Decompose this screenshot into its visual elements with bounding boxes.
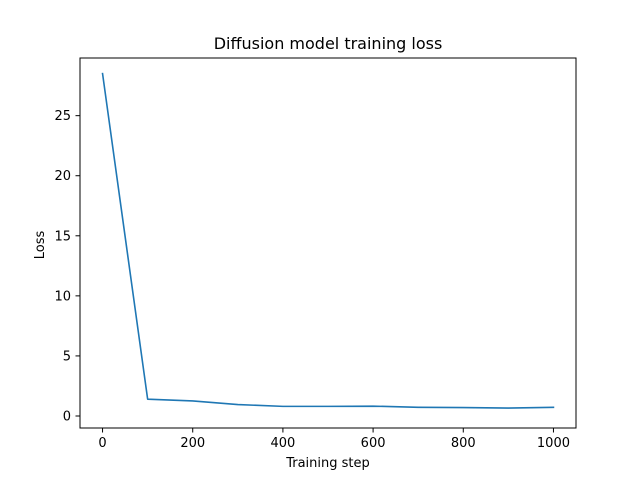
y-tick-label-20: 20	[54, 169, 71, 184]
x-axis-label: Training step	[285, 456, 370, 471]
y-axis-label: Loss	[33, 231, 48, 260]
y-tick-label-5: 5	[63, 349, 71, 364]
y-tick-label-25: 25	[54, 109, 71, 124]
y-tick-label-10: 10	[54, 289, 71, 304]
x-tick-label-0: 0	[98, 436, 106, 451]
plot-frame	[79, 57, 577, 429]
x-tick-label-800: 800	[451, 436, 476, 451]
plot-area: 0 200 400 600 800 1000 0 5 10 15 20 25	[54, 57, 577, 451]
x-tick-label-600: 600	[361, 436, 386, 451]
x-tick-label-1000: 1000	[537, 436, 570, 451]
x-tick-label-400: 400	[270, 436, 295, 451]
y-tick-label-15: 15	[54, 229, 71, 244]
series-line-0	[101, 72, 555, 409]
chart-title: Diffusion model training loss	[214, 34, 443, 53]
y-tick-label-0: 0	[63, 409, 71, 424]
x-tick-label-200: 200	[180, 436, 205, 451]
